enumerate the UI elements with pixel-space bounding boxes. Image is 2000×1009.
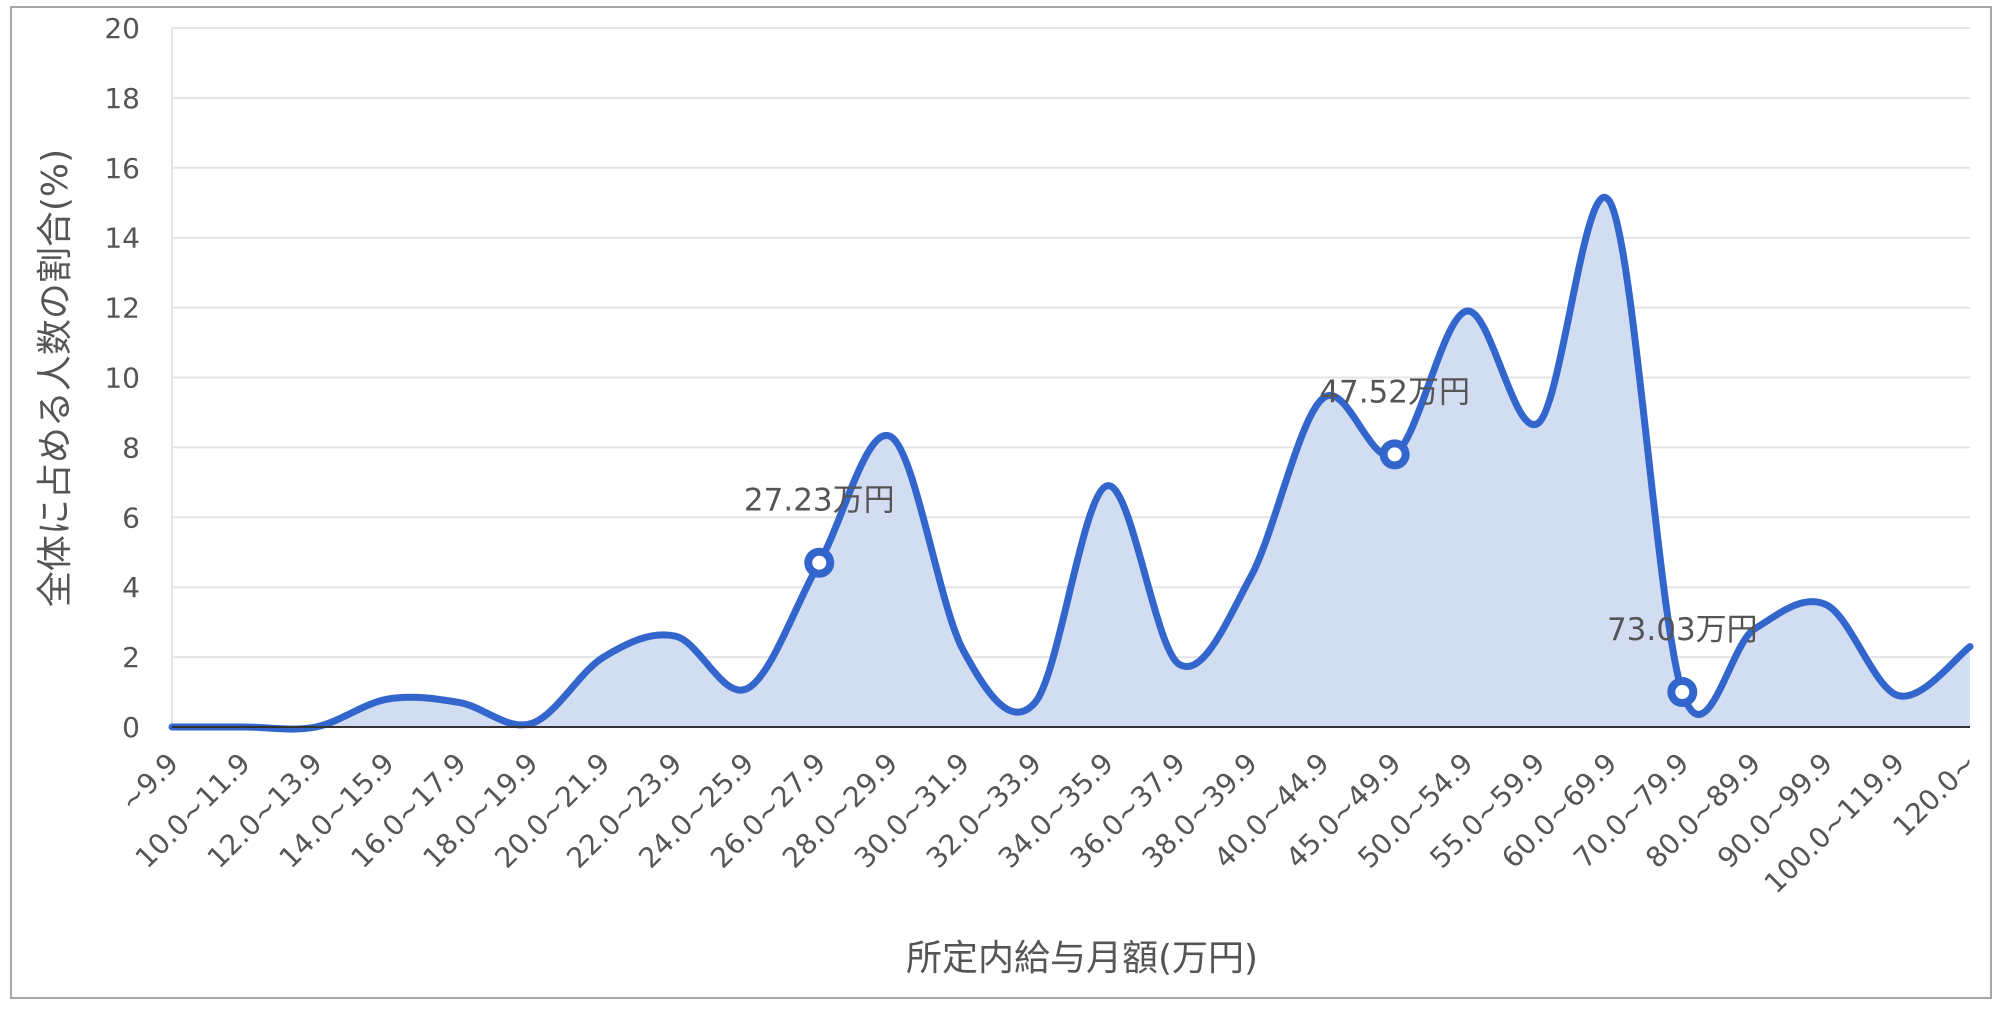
y-tick-label: 16 (104, 152, 140, 185)
area-layer (168, 194, 1974, 733)
annotation-marker-center (1675, 685, 1690, 700)
annotation-marker-center (812, 555, 827, 570)
y-axis-title: 全体に占める人数の割合(%) (35, 149, 76, 607)
y-tick-label: 6 (122, 501, 140, 534)
annotation-marker-center (1387, 447, 1402, 462)
y-tick-label: 18 (104, 82, 140, 115)
series-line (168, 194, 1974, 733)
y-tick-label: 0 (122, 711, 140, 744)
annotation-label: 47.52万円 (1319, 374, 1470, 410)
y-tick-label: 10 (104, 362, 140, 395)
area-fill (172, 197, 1970, 730)
annotation-label: 73.03万円 (1607, 612, 1758, 648)
x-axis-title: 所定内給与月額(万円) (906, 938, 1258, 979)
y-tick-label: 20 (104, 12, 140, 45)
y-tick-label: 14 (104, 222, 140, 255)
y-tick-label: 2 (122, 641, 140, 674)
chart-svg: 0 2 4 6 8 10 12 14 16 18 20 ~9.910.0~11.912.0~13.9… (35, 12, 1983, 979)
annotations: 27.23万円 47.52万円 73.03万円 (744, 374, 1758, 708)
annotation-label: 27.23万円 (744, 483, 895, 519)
y-tick-label: 4 (122, 571, 140, 604)
chart-frame: 0 2 4 6 8 10 12 14 16 18 20 ~9.9 10.0~11.9 12.0~13.9… (10, 6, 1992, 999)
grid-layer (171, 27, 1970, 727)
x-tick-labels: ~9.910.0~11.912.0~13.914.0~15.916.0~17.9… (114, 747, 1983, 900)
y-tick-label: 8 (122, 431, 140, 464)
y-tick-label: 12 (104, 292, 140, 325)
y-tick-labels: 0 2 4 6 8 10 12 14 16 18 20 (104, 12, 140, 744)
